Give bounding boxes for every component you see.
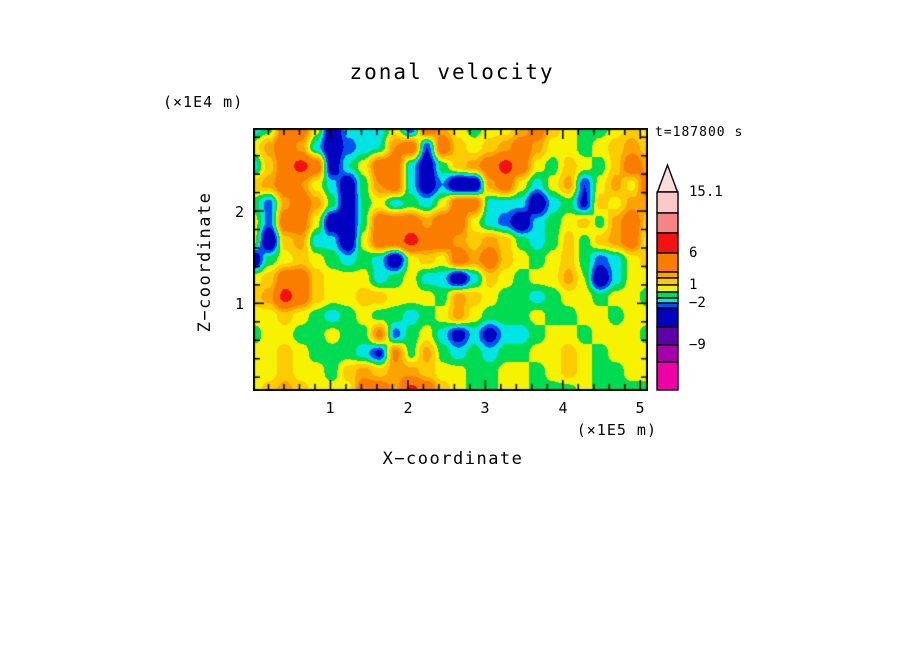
colorbar	[656, 162, 679, 391]
colorbar-segment-3	[656, 252, 679, 273]
y-axis-label: Z−coordinate	[195, 191, 215, 333]
colorbar-segment-11	[656, 326, 679, 346]
x-tick-4: 4	[558, 399, 568, 417]
x-tick-5: 5	[635, 399, 645, 417]
y-unit-label: (×1E4 m)	[163, 93, 244, 111]
colorbar-label-4: −9	[689, 337, 706, 353]
colorbar-segment-12	[656, 344, 679, 363]
colorbar-segment-1	[656, 212, 679, 234]
x-tick-3: 3	[480, 399, 490, 417]
colorbar-label-1: 6	[689, 245, 698, 261]
colorbar-segment-9	[656, 302, 679, 309]
x-tick-1: 1	[325, 399, 335, 417]
colorbar-label-2: 1	[689, 277, 698, 293]
x-axis-label: X−coordinate	[382, 449, 524, 469]
colorbar-label-0: 15.1	[689, 184, 723, 200]
colorbar-segment-13	[656, 361, 679, 391]
colorbar-segment-4	[656, 271, 679, 279]
colorbar-segment-8	[656, 297, 679, 304]
colorbar-arrow	[656, 162, 679, 193]
heatmap-plot	[253, 128, 648, 391]
colorbar-segment-6	[656, 284, 679, 293]
colorbar-segment-10	[656, 307, 679, 328]
colorbar-segment-7	[656, 291, 679, 299]
x-unit-label: (×1E5 m)	[576, 421, 657, 439]
plot-title: zonal velocity	[349, 60, 555, 84]
heatmap-canvas	[253, 128, 648, 391]
colorbar-segment-2	[656, 232, 679, 254]
x-tick-2: 2	[403, 399, 413, 417]
colorbar-label-3: −2	[689, 295, 706, 311]
colorbar-segment-5	[656, 277, 679, 286]
colorbar-segment-0	[656, 191, 679, 214]
y-tick-2: 2	[234, 203, 244, 221]
time-label: t=187800 s	[655, 125, 744, 140]
y-tick-1: 1	[234, 295, 244, 313]
